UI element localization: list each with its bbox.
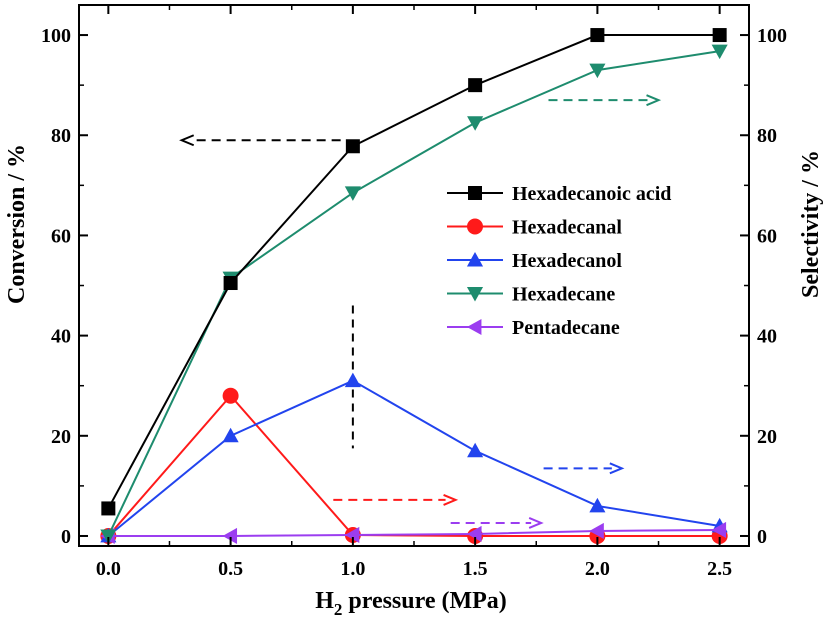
arrow-head — [609, 462, 625, 475]
y-tick-label-right: 40 — [757, 326, 777, 348]
series-line — [107, 379, 720, 537]
legend-label: Pentadecane — [512, 317, 620, 339]
legend-marker — [466, 318, 482, 336]
legend-label: Hexadecanal — [512, 217, 622, 239]
data-point — [222, 387, 239, 404]
legend-marker — [468, 186, 482, 200]
legend-marker — [466, 287, 484, 302]
series-hexadecanoic-acid — [101, 28, 727, 516]
series-line — [108, 528, 720, 537]
data-point — [467, 525, 482, 543]
data-point — [590, 28, 605, 43]
data-point — [100, 529, 117, 545]
y-axis-right-title: Selectivity / % — [798, 150, 824, 298]
data-point — [468, 78, 483, 93]
arrow-head — [443, 493, 459, 506]
series-hexadecanol — [100, 372, 728, 543]
y-tick-label-right: 60 — [757, 225, 777, 247]
y-tick-label-left: 80 — [51, 125, 71, 147]
x-tick-label: 2.5 — [707, 558, 732, 580]
data-point — [222, 527, 238, 545]
x-tick-label: 1.5 — [463, 558, 488, 580]
data-point — [222, 427, 239, 443]
annotations — [179, 94, 662, 529]
y-tick-label-right: 100 — [757, 25, 787, 47]
x-tick-label: 1.0 — [340, 558, 365, 580]
y-tick-label-left: 0 — [61, 526, 71, 548]
data-point — [589, 497, 606, 513]
series-layer — [100, 28, 728, 545]
y-axis-left-title: Conversion / % — [4, 144, 30, 304]
y-tick-label-left: 40 — [51, 326, 71, 348]
series-line — [107, 394, 720, 537]
y-tick-label-left: 100 — [41, 25, 71, 47]
legend: Hexadecanoic acid Hexadecanal Hexadecanol H… — [447, 183, 671, 339]
y-tick-label-left: 60 — [51, 225, 71, 247]
data-point — [344, 526, 360, 544]
data-point — [712, 28, 727, 43]
series-hexadecane — [100, 44, 728, 545]
x-axis-title-subscript: 2 — [334, 600, 343, 619]
x-tick-label: 2.0 — [585, 558, 610, 580]
ticks: 0.0 0.5 1.0 1.5 2.0 2.5 0 0 20 20 40 40 60 60 80 80 100 1… — [41, 5, 787, 580]
data-point — [467, 116, 484, 131]
arrow-head — [646, 94, 662, 107]
data-point — [344, 186, 361, 201]
data-point — [589, 63, 606, 79]
legend-marker — [467, 218, 483, 235]
y-tick-label-left: 20 — [51, 426, 71, 448]
legend-label: Hexadecanoic acid — [512, 183, 671, 205]
data-point — [589, 522, 604, 540]
arrow-head — [528, 517, 544, 529]
legend-label: Hexadecane — [512, 284, 615, 306]
series-pentadecane — [100, 521, 727, 545]
data-point — [711, 521, 727, 539]
data-point — [344, 372, 361, 388]
data-point — [467, 442, 484, 458]
legend-label: Hexadecanol — [512, 250, 622, 272]
data-point — [101, 501, 116, 516]
series-line — [107, 50, 720, 537]
data-point — [711, 44, 728, 60]
series-line — [107, 34, 720, 509]
y-tick-label-right: 80 — [757, 125, 777, 147]
legend-marker — [466, 251, 484, 267]
x-axis-title-main: H — [315, 588, 334, 614]
arrow-head — [179, 134, 195, 147]
x-axis-title: H2 pressure (MPa) — [315, 588, 507, 619]
x-tick-label: 0.5 — [218, 558, 243, 580]
x-axis-title-rest: pressure (MPa) — [342, 588, 506, 614]
data-point — [223, 276, 238, 291]
y-tick-label-right: 20 — [757, 426, 777, 448]
x-tick-label: 0.0 — [96, 558, 121, 580]
plot-frame — [78, 4, 750, 547]
y-tick-label-right: 0 — [757, 526, 767, 548]
data-point — [345, 139, 360, 154]
